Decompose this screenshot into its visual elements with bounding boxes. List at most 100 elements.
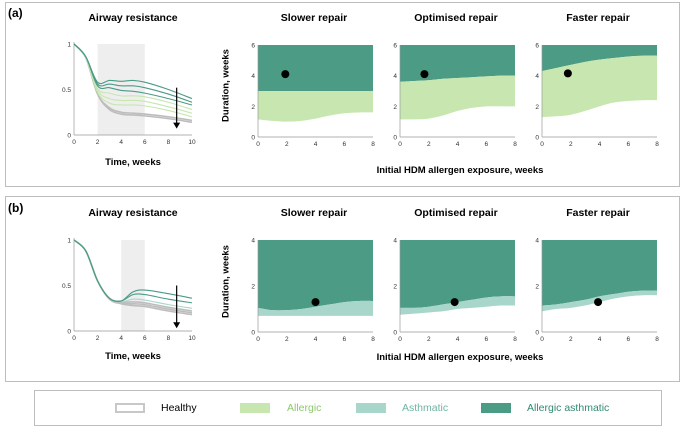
panel-a-faster-chart: 0 2 4 6 8 0 2 4 6 (535, 43, 659, 149)
x-tick-label: 0 (540, 141, 544, 148)
panel-a-title-slower: Slower repair (280, 12, 348, 24)
y-tick-label: 6 (535, 43, 539, 50)
x-tick-label: 0 (256, 141, 260, 148)
marker-point (281, 70, 290, 79)
panel-b-ylabel: Duration, weeks (220, 245, 232, 318)
legend-swatch-healthy (115, 403, 145, 413)
marker-point (311, 298, 320, 307)
region-allergic (400, 75, 515, 120)
x-tick-label: 6 (484, 336, 488, 343)
y-tick-label: 0 (67, 329, 71, 336)
panel-b-airway-title: Airway resistance (88, 207, 178, 219)
marker-point (420, 70, 429, 79)
x-tick-label: 8 (167, 335, 171, 342)
y-tick-label: 0 (393, 330, 397, 337)
x-tick-label: 2 (96, 139, 100, 146)
x-tick-label: 2 (285, 141, 289, 148)
panel-b-optimised-chart: 0 2 4 6 8 0 2 4 (393, 238, 517, 344)
x-tick-label: 8 (655, 336, 659, 343)
x-tick-label: 4 (119, 335, 123, 342)
y-tick-label: 0 (67, 133, 71, 140)
x-tick-label: 10 (188, 335, 196, 342)
x-tick-label: 6 (342, 141, 346, 148)
y-tick-label: 6 (393, 43, 397, 50)
y-tick-label: 4 (251, 238, 255, 245)
y-tick-label: 2 (251, 284, 255, 291)
x-tick-label: 4 (456, 141, 460, 148)
x-tick-label: 8 (371, 336, 375, 343)
legend-label-healthy: Healthy (161, 402, 197, 414)
region-asthmatic (258, 300, 373, 316)
y-tick-label: 1 (67, 238, 71, 245)
x-tick-label: 2 (285, 336, 289, 343)
marker-point (594, 298, 603, 307)
shaded-interval (121, 240, 145, 331)
legend-swatch-allergic (240, 403, 270, 413)
panel-b-xlabel: Initial HDM allergen exposure, weeks (376, 352, 544, 363)
legend-label-allergic: Allergic (287, 402, 322, 414)
x-tick-label: 2 (569, 141, 573, 148)
y-tick-label: 0.5 (62, 283, 71, 290)
panel-b-label: (b) (8, 201, 24, 215)
region-allergic-asthmatic (542, 240, 657, 306)
y-tick-label: 0 (535, 135, 539, 142)
y-tick-label: 1 (67, 42, 71, 49)
y-tick-label: 2 (535, 104, 539, 111)
x-tick-label: 0 (398, 336, 402, 343)
x-tick-label: 8 (513, 336, 517, 343)
panel-b-slower-chart: 0 2 4 6 8 0 2 4 (251, 238, 375, 344)
panel-b-title-faster: Faster repair (566, 207, 630, 219)
y-tick-label: 2 (393, 104, 397, 111)
x-tick-label: 10 (188, 139, 196, 146)
panel-a-airway-chart: 0 2 4 6 8 10 0 0.5 1 (62, 42, 196, 147)
x-tick-label: 4 (456, 336, 460, 343)
region-allergic-asthmatic (258, 45, 373, 91)
y-tick-label: 6 (251, 43, 255, 50)
y-tick-label: 4 (251, 73, 255, 80)
panel-a-title-optimised: Optimised repair (414, 12, 498, 24)
marker-point (450, 298, 459, 307)
x-tick-label: 8 (655, 141, 659, 148)
panel-a-frame (5, 2, 680, 187)
x-tick-label: 4 (598, 141, 602, 148)
y-tick-label: 4 (535, 73, 539, 80)
x-tick-label: 6 (143, 139, 147, 146)
arrow-head (173, 322, 181, 329)
panel-a-xlabel: Initial HDM allergen exposure, weeks (376, 165, 544, 176)
region-asthmatic (400, 296, 515, 315)
y-tick-label: 2 (393, 284, 397, 291)
region-allergic-asthmatic (400, 45, 515, 82)
legend-frame (34, 390, 662, 426)
panel-a-optimised-chart: 0 2 4 6 8 0 2 4 6 (393, 43, 517, 149)
x-tick-label: 2 (569, 336, 573, 343)
x-tick-label: 4 (314, 336, 318, 343)
x-tick-label: 8 (513, 141, 517, 148)
arrow-head (173, 122, 181, 129)
x-tick-label: 6 (626, 141, 630, 148)
x-tick-label: 2 (427, 336, 431, 343)
x-tick-label: 6 (342, 336, 346, 343)
x-tick-label: 6 (626, 336, 630, 343)
y-tick-label: 0 (251, 135, 255, 142)
x-tick-label: 0 (72, 139, 76, 146)
panel-b-frame (5, 196, 680, 382)
x-tick-label: 0 (72, 335, 76, 342)
curve-allergic-asthmatic (73, 239, 193, 303)
y-tick-label: 0 (393, 135, 397, 142)
x-tick-label: 0 (256, 336, 260, 343)
x-tick-label: 8 (167, 139, 171, 146)
legend-swatch-allergic-asthmatic (481, 403, 511, 413)
x-tick-label: 4 (314, 141, 318, 148)
y-tick-label: 2 (251, 104, 255, 111)
panel-b-airway-chart: 0 2 4 6 8 10 0 0.5 1 (62, 238, 196, 343)
x-tick-label: 2 (96, 335, 100, 342)
y-tick-label: 0 (251, 330, 255, 337)
legend-label-asthmatic: Asthmatic (402, 402, 449, 414)
x-tick-label: 2 (427, 141, 431, 148)
panel-a-airway-xlabel: Time, weeks (105, 157, 161, 168)
panel-a-title-faster: Faster repair (566, 12, 630, 24)
legend-label-allergic-asthmatic: Allergic asthmatic (527, 402, 610, 414)
shaded-interval (97, 44, 145, 135)
panel-a-ylabel: Duration, weeks (220, 49, 232, 122)
marker-point (563, 69, 572, 78)
